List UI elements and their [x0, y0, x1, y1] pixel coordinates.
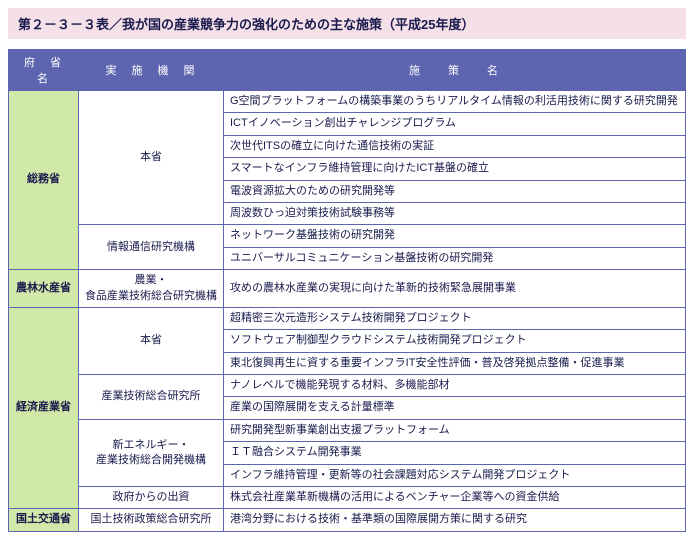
agency-cell: 農業・食品産業技術総合研究機構: [79, 270, 224, 308]
table-row: 情報通信研究機構ネットワーク基盤技術の研究開発: [9, 225, 686, 247]
header-ministry: 府 省 名: [9, 50, 79, 91]
ministry-cell: 農林水産省: [9, 270, 79, 308]
policy-cell: 電波資源拡大のための研究開発等: [224, 180, 686, 202]
policy-cell: ユニバーサルコミュニケーション基盤技術の研究開発: [224, 247, 686, 269]
table-row: 総務省本省G空間プラットフォームの構築事業のうちリアルタイム情報の利活用技術に関…: [9, 91, 686, 113]
agency-cell: 新エネルギー・産業技術総合開発機構: [79, 419, 224, 486]
table-title: 第２－３－３表／我が国の産業競争力の強化のための主な施策（平成25年度）: [8, 8, 686, 39]
policy-cell: スマートなインフラ維持管理に向けたICT基盤の確立: [224, 158, 686, 180]
agency-cell: 産業技術総合研究所: [79, 375, 224, 420]
policy-cell: G空間プラットフォームの構築事業のうちリアルタイム情報の利活用技術に関する研究開…: [224, 91, 686, 113]
agency-cell: 本省: [79, 91, 224, 225]
ministry-cell: 国土交通省: [9, 509, 79, 531]
policy-cell: 港湾分野における技術・基準類の国際展開方策に関する研究: [224, 509, 686, 531]
header-agency: 実 施 機 関: [79, 50, 224, 91]
agency-cell: 政府からの出資: [79, 487, 224, 509]
policy-cell: ＩＴ融合システム開発事業: [224, 442, 686, 464]
policy-cell: 東北復興再生に資する重要インフラIT安全性評価・普及啓発拠点整備・促進事業: [224, 352, 686, 374]
policy-cell: 攻めの農林水産業の実現に向けた革新的技術緊急展開事業: [224, 270, 686, 308]
header-policy: 施 策 名: [224, 50, 686, 91]
policy-cell: ネットワーク基盤技術の研究開発: [224, 225, 686, 247]
table-row: 政府からの出資株式会社産業革新機構の活用によるベンチャー企業等への資金供給: [9, 487, 686, 509]
policy-cell: 次世代ITSの確立に向けた通信技術の実証: [224, 135, 686, 157]
ministry-cell: 経済産業省: [9, 307, 79, 509]
policy-cell: 周波数ひっ迫対策技術試験事務等: [224, 202, 686, 224]
policy-cell: 研究開発型新事業創出支援プラットフォーム: [224, 419, 686, 441]
table-row: 農林水産省農業・食品産業技術総合研究機構攻めの農林水産業の実現に向けた革新的技術…: [9, 270, 686, 308]
policy-cell: ICTイノベーション創出チャレンジプログラム: [224, 113, 686, 135]
policy-cell: 産業の国際展開を支える計量標準: [224, 397, 686, 419]
ministry-cell: 総務省: [9, 91, 79, 270]
table-row: 産業技術総合研究所ナノレベルで機能発現する材料、多機能部材: [9, 375, 686, 397]
policy-cell: 株式会社産業革新機構の活用によるベンチャー企業等への資金供給: [224, 487, 686, 509]
agency-cell: 本省: [79, 307, 224, 374]
policy-cell: インフラ維持管理・更新等の社会課題対応システム開発プロジェクト: [224, 464, 686, 486]
table-row: 新エネルギー・産業技術総合開発機構研究開発型新事業創出支援プラットフォーム: [9, 419, 686, 441]
table-row: 経済産業省本省超精密三次元造形システム技術開発プロジェクト: [9, 307, 686, 329]
policy-table: 府 省 名 実 施 機 関 施 策 名 総務省本省G空間プラットフォームの構築事…: [8, 49, 686, 532]
policy-cell: 超精密三次元造形システム技術開発プロジェクト: [224, 307, 686, 329]
policy-cell: ソフトウェア制御型クラウドシステム技術開発プロジェクト: [224, 330, 686, 352]
table-row: 国土交通省国土技術政策総合研究所港湾分野における技術・基準類の国際展開方策に関す…: [9, 509, 686, 531]
agency-cell: 国土技術政策総合研究所: [79, 509, 224, 531]
policy-cell: ナノレベルで機能発現する材料、多機能部材: [224, 375, 686, 397]
agency-cell: 情報通信研究機構: [79, 225, 224, 270]
